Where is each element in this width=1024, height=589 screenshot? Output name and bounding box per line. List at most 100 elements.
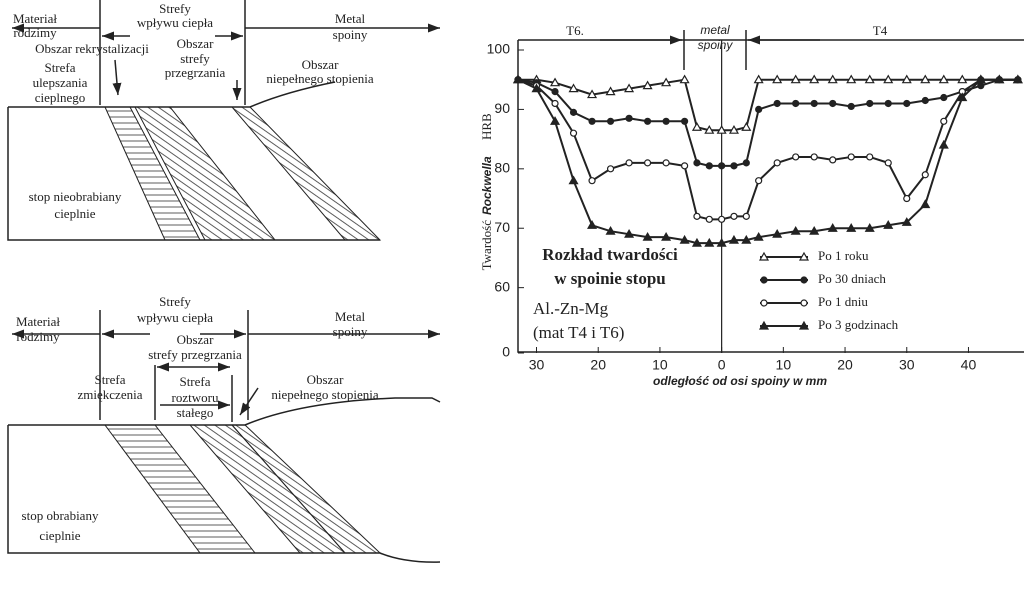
marker bbox=[693, 159, 701, 167]
y-tick-label: 90 bbox=[494, 100, 510, 116]
y-axis-label: Twardość Rockwella HRB bbox=[479, 113, 494, 270]
legend-marker bbox=[800, 299, 808, 307]
marker bbox=[718, 162, 726, 170]
marker bbox=[741, 122, 752, 131]
label: Materiał bbox=[16, 314, 60, 329]
marker bbox=[679, 234, 690, 244]
marker bbox=[773, 99, 781, 108]
legend-label: Po 30 dniach bbox=[818, 271, 886, 286]
legend-marker bbox=[758, 251, 770, 261]
label: niepełnego stopienia bbox=[266, 71, 373, 86]
legend-marker bbox=[760, 276, 768, 284]
marker bbox=[691, 122, 702, 131]
label: rodzimy bbox=[16, 329, 60, 344]
marker bbox=[742, 212, 750, 220]
marker bbox=[730, 162, 738, 170]
annotation: spoiny bbox=[698, 38, 734, 52]
plate-outline bbox=[7, 397, 441, 563]
label: cieplnie bbox=[39, 528, 80, 543]
annotation: (mat T4 i T6) bbox=[533, 323, 624, 342]
marker bbox=[704, 237, 715, 247]
marker bbox=[691, 237, 702, 247]
marker bbox=[643, 159, 652, 167]
annotation: Rozkład twardości bbox=[542, 245, 678, 264]
arrow bbox=[112, 59, 122, 96]
label: Strefa bbox=[179, 374, 210, 389]
marker bbox=[588, 117, 596, 125]
label: przegrzania bbox=[165, 65, 226, 80]
label: Metal bbox=[335, 11, 366, 26]
diagram-top: Materiał rodzimy Strefy wpływu ciepła Me… bbox=[7, 0, 440, 241]
legend-label: Po 1 dniu bbox=[818, 294, 868, 309]
marker bbox=[728, 234, 740, 244]
label: Obszar bbox=[177, 332, 214, 347]
marker bbox=[901, 217, 912, 226]
marker bbox=[705, 162, 713, 170]
marker bbox=[994, 74, 1005, 84]
label: Strefa bbox=[94, 372, 125, 387]
zone-divider bbox=[683, 30, 747, 70]
marker bbox=[730, 212, 738, 220]
label: Obszar rekrystalizacji bbox=[35, 41, 149, 56]
x-tick-label: 20 bbox=[837, 357, 853, 373]
marker bbox=[790, 74, 801, 84]
annotation: w spoinie stopu bbox=[554, 269, 665, 288]
marker bbox=[920, 74, 931, 84]
y-tick-label: 80 bbox=[494, 160, 510, 176]
zone-divider bbox=[99, 310, 249, 422]
marker bbox=[661, 231, 672, 241]
marker bbox=[847, 153, 855, 161]
legend-marker bbox=[798, 320, 810, 330]
marker bbox=[772, 228, 783, 238]
y-tick-label: 70 bbox=[494, 219, 510, 235]
marker bbox=[903, 194, 911, 203]
marker bbox=[716, 237, 727, 247]
marker bbox=[864, 223, 875, 232]
label: wpływu ciepła bbox=[137, 15, 213, 30]
marker bbox=[705, 215, 713, 223]
marker bbox=[693, 212, 701, 220]
legend-label: Po 1 roku bbox=[818, 248, 869, 263]
marker bbox=[940, 93, 948, 102]
marker bbox=[846, 74, 857, 84]
marker bbox=[549, 116, 561, 125]
marker bbox=[741, 234, 752, 244]
x-axis-label: odległość od osi spoiny w mm bbox=[653, 374, 827, 388]
marker bbox=[605, 225, 616, 235]
marker bbox=[957, 74, 968, 84]
marker bbox=[587, 89, 598, 99]
marker bbox=[772, 74, 783, 84]
marker bbox=[642, 80, 653, 90]
marker bbox=[642, 231, 653, 241]
label: strefy przegrzania bbox=[148, 347, 242, 362]
marker bbox=[755, 177, 763, 185]
marker bbox=[884, 159, 892, 167]
y-tick-label: 100 bbox=[487, 41, 511, 57]
marker bbox=[809, 74, 820, 84]
chart: T6. T4 metal spoiny Rozkład twardości w … bbox=[479, 23, 1024, 388]
series-line bbox=[517, 78, 1018, 245]
marker bbox=[957, 92, 968, 102]
marker bbox=[920, 199, 931, 209]
label: rodzimy bbox=[13, 25, 57, 40]
legend-marker bbox=[800, 276, 808, 284]
label: cieplnie bbox=[54, 206, 95, 221]
marker bbox=[568, 175, 579, 185]
marker bbox=[551, 99, 559, 108]
marker bbox=[606, 165, 615, 173]
marker bbox=[588, 177, 596, 185]
marker bbox=[883, 220, 894, 229]
x-tick-label: 10 bbox=[776, 357, 792, 373]
marker bbox=[661, 77, 672, 87]
annotation: metal bbox=[700, 23, 730, 37]
label: Materiał bbox=[13, 11, 57, 26]
marker bbox=[810, 153, 818, 161]
marker bbox=[884, 99, 892, 108]
y-axis-label-part: Twardość bbox=[479, 220, 494, 271]
legend-label: Po 3 godzinach bbox=[818, 317, 899, 332]
marker bbox=[1012, 74, 1023, 84]
arrow bbox=[239, 387, 259, 416]
zone-label: T4 bbox=[873, 23, 888, 38]
plate-outline bbox=[7, 81, 380, 241]
